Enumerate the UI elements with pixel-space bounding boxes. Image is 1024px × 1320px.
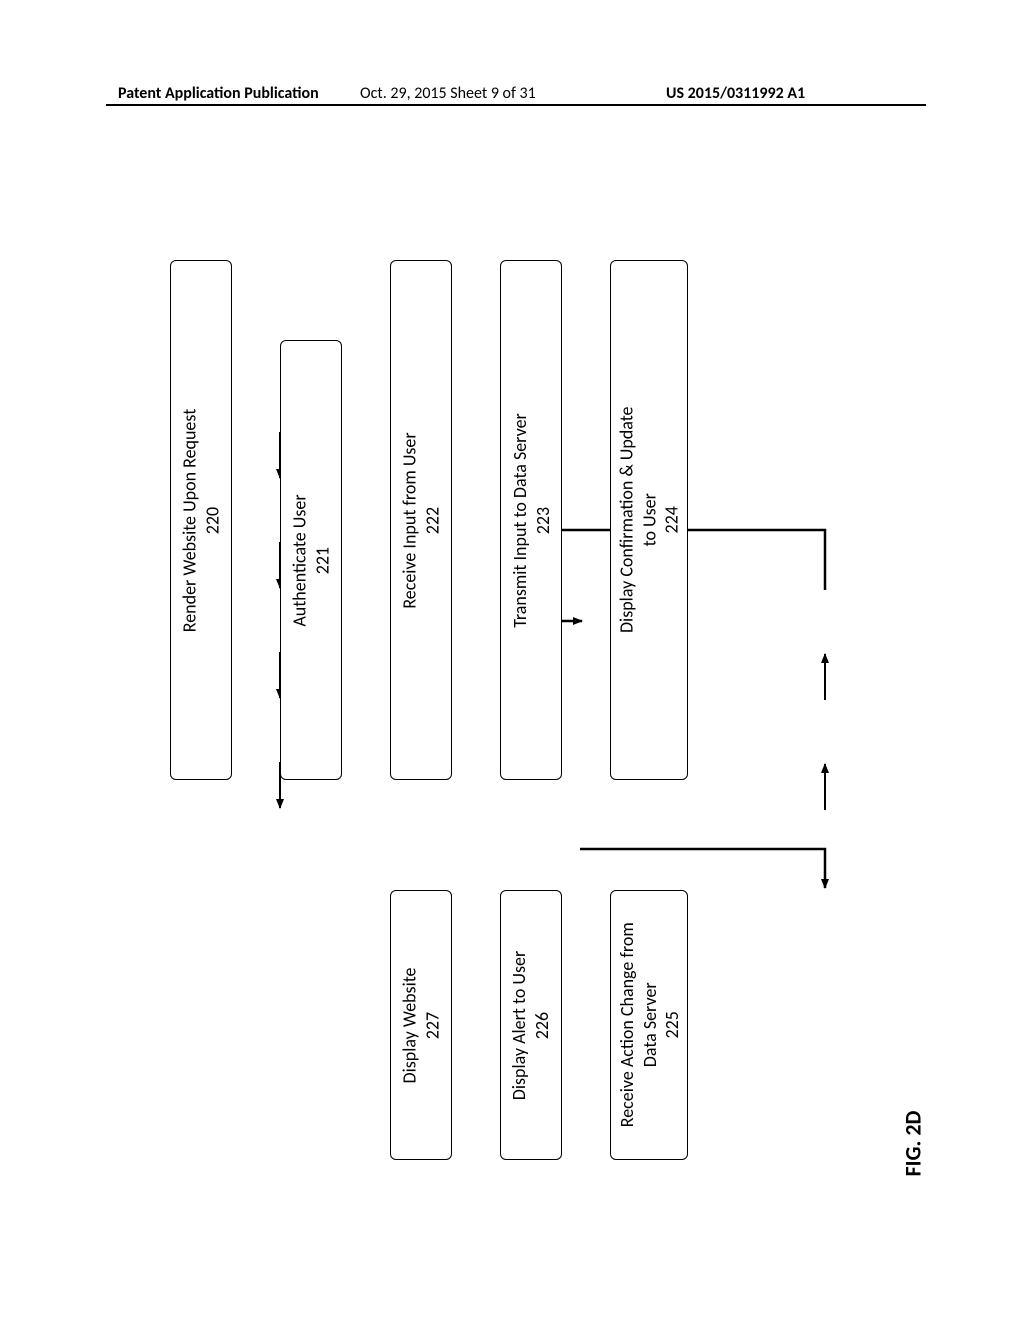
edge-224-225 [580,849,825,888]
node-223-label: Transmit Input to Data Server 223 [509,413,554,628]
node-226-label: Display Alert to User 226 [509,950,554,1099]
edge-227-222 [555,530,825,621]
node-227-label: Display Website 227 [399,967,444,1083]
node-220: Render Website Upon Request 220 [170,260,232,780]
flowchart-diagram: Render Website Upon Request 220 Authenti… [0,200,1024,1180]
header-center: Oct. 29, 2015 Sheet 9 of 31 [360,84,536,103]
figure-label: FIG. 2D [899,1111,926,1177]
page: Patent Application Publication Oct. 29, … [0,0,1024,1320]
header-rule [106,104,926,106]
node-224-label: Display Confirmation & Update to User 22… [615,407,683,634]
header-right: US 2015/0311992 A1 [666,84,805,103]
node-224: Display Confirmation & Update to User 22… [610,260,688,780]
node-222-label: Receive Input from User 222 [399,432,444,608]
node-221-label: Authenticate User 221 [289,494,334,626]
node-220-label: Render Website Upon Request 220 [179,408,224,632]
node-225: Receive Action Change from Data Server 2… [610,890,688,1160]
node-223: Transmit Input to Data Server 223 [500,260,562,780]
node-221: Authenticate User 221 [280,340,342,780]
header-left: Patent Application Publication [118,84,319,103]
node-226: Display Alert to User 226 [500,890,562,1160]
node-225-label: Receive Action Change from Data Server 2… [615,923,683,1128]
node-222: Receive Input from User 222 [390,260,452,780]
node-227: Display Website 227 [390,890,452,1160]
